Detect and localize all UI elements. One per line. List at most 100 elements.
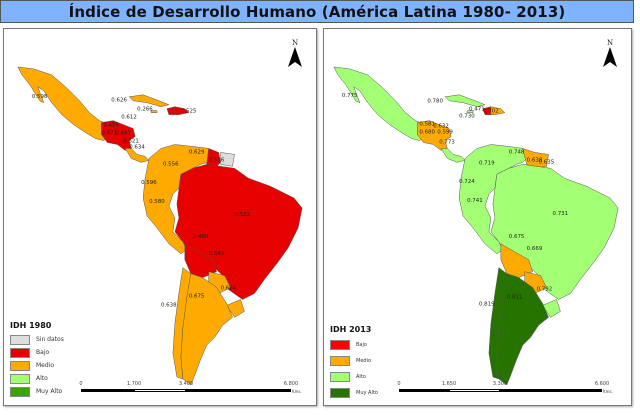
legend-label: Medio	[356, 358, 372, 364]
scale-segment	[399, 389, 449, 392]
label-jamaica: 0.730	[459, 114, 475, 120]
label-venezuela: 0.629	[189, 149, 205, 155]
country-costa-rica-panama	[440, 148, 466, 163]
legend-2013: IDH 2013 Bajo Medio Alto Muy Alto	[330, 325, 378, 401]
scale-segment	[500, 389, 602, 392]
country-chile	[488, 267, 508, 380]
legend-item: Medio	[330, 353, 378, 369]
scale-units: Kms.	[292, 389, 302, 394]
label-nicaragua: 0.599	[437, 130, 453, 136]
legend-1980: IDH 1980 Sin datos Bajo Medio Alto Muy A…	[10, 321, 64, 398]
north-arrow: N	[285, 39, 305, 73]
label-haiti: 0.266	[137, 107, 153, 113]
scale-segment	[449, 389, 500, 392]
country-haiti	[166, 106, 176, 115]
north-arrow: N	[600, 39, 620, 73]
country-central-america	[417, 120, 452, 151]
label-chile: 0.638	[161, 302, 177, 308]
map-2013: 0.775 0.780 0.471 0.702 0.730 0.581 0.63…	[333, 66, 619, 386]
country-brazil	[174, 164, 303, 300]
label-mexico: 0.775	[342, 93, 358, 99]
swatch-alto	[10, 373, 30, 384]
legend-item: Medio	[10, 359, 64, 372]
label-bolivia: 0.675	[509, 234, 525, 240]
map-panel-1980: 0.598 0.626 0.266 0.525 0.612 0.455 0.47…	[3, 28, 317, 406]
swatch-alto	[330, 372, 350, 382]
legend-label: Muy Alto	[36, 388, 63, 395]
country-chile	[172, 267, 192, 380]
scale-units: Kms.	[603, 389, 613, 394]
legend-label: Bajo	[356, 342, 367, 348]
country-uruguay	[226, 299, 245, 318]
label-peru: 0.741	[467, 198, 483, 204]
north-arrow-icon	[603, 47, 617, 67]
label-suriname: 0.635	[539, 159, 555, 165]
label-colombia: 0.556	[163, 161, 179, 167]
swatch-medio	[330, 356, 350, 366]
label-costa-rica: 0.773	[439, 139, 455, 145]
scale-tick: 6.800	[283, 381, 299, 387]
country-mexico	[17, 66, 116, 141]
label-uruguay: 0.792	[537, 287, 553, 293]
legend-label: Medio	[36, 362, 55, 369]
scale-tick: 3.400	[178, 381, 194, 387]
map-1980: 0.598 0.626 0.266 0.525 0.612 0.455 0.47…	[17, 66, 303, 386]
label-jamaica: 0.612	[121, 115, 137, 121]
country-guyana	[206, 148, 221, 169]
swatch-muy-alto	[10, 386, 30, 397]
north-label: N	[291, 39, 299, 47]
label-colombia: 0.719	[479, 160, 495, 166]
label-paraguay: 0.669	[527, 246, 543, 252]
swatch-muy-alto	[330, 388, 350, 398]
country-central-america	[101, 120, 136, 151]
label-uruguay: 0.664	[221, 286, 237, 292]
label-honduras: 0.471	[101, 131, 117, 137]
legend-label: Sin datos	[36, 336, 64, 343]
country-jamaica	[466, 110, 474, 113]
swatch-sin-datos	[10, 334, 30, 345]
legend-label: Alto	[36, 375, 48, 382]
country-colombia-venezuela	[142, 144, 215, 255]
scale-tick: 6.600	[594, 381, 610, 387]
country-costa-rica-panama	[124, 148, 150, 163]
scale-tick: 1.700	[126, 381, 142, 387]
country-colombia-venezuela	[458, 144, 529, 255]
label-ecuador: 0.596	[141, 180, 157, 186]
scale-bar-1980: 0 1.700 3.400 6.800 Kms.	[79, 381, 314, 401]
label-brazil: 0.731	[553, 211, 569, 217]
label-el-salvador: 0.680	[419, 130, 435, 136]
label-brazil: 0.522	[235, 212, 251, 218]
title-bar: Índice de Desarrollo Humano (América Lat…	[0, 0, 634, 23]
scale-tick: 3.300	[492, 381, 508, 387]
scale-segment	[134, 389, 186, 392]
country-brazil	[490, 164, 619, 300]
legend-item: Muy Alto	[10, 385, 64, 398]
north-label: N	[606, 39, 614, 47]
label-guatemala: 0.455	[103, 123, 119, 129]
swatch-medio	[10, 360, 30, 371]
country-guyana-suriname	[522, 148, 549, 169]
swatch-bajo	[10, 347, 30, 358]
legend-item: Bajo	[330, 337, 378, 353]
country-suriname	[220, 152, 235, 167]
label-dominican-republic: 0.702	[483, 109, 499, 115]
label-honduras: 0.632	[433, 124, 449, 130]
legend-item: Muy Alto	[330, 385, 378, 401]
scale-tick: 0	[79, 381, 83, 387]
legend-label: Muy Alto	[356, 390, 378, 396]
swatch-bajo	[330, 340, 350, 350]
country-uruguay	[542, 299, 561, 318]
country-cuba	[444, 94, 486, 107]
country-cuba	[128, 94, 170, 107]
label-venezuela: 0.748	[509, 149, 525, 155]
legend-label: Bajo	[36, 349, 50, 356]
label-cuba: 0.780	[427, 99, 443, 105]
label-cuba: 0.626	[111, 98, 127, 104]
scale-tick: 1.650	[441, 381, 457, 387]
scale-segment	[81, 389, 134, 392]
label-guyana: 0.638	[527, 157, 543, 163]
label-argentina: 0.811	[507, 294, 523, 300]
label-guatemala: 0.581	[419, 122, 435, 128]
legend-label: Alto	[356, 374, 366, 380]
legend-item: Bajo	[10, 346, 64, 359]
